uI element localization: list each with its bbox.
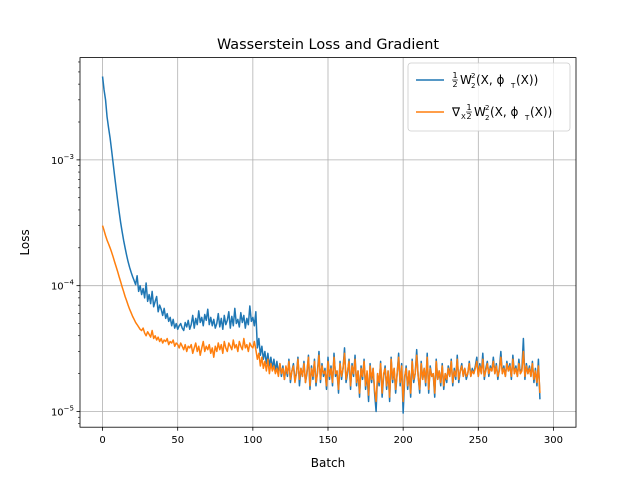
legend-text: 1	[466, 103, 471, 112]
x-tick-label: 150	[318, 435, 337, 446]
legend-text: T	[510, 82, 516, 90]
legend-text: (X))	[530, 105, 552, 119]
legend-text: (X, ϕ	[490, 105, 519, 119]
y-axis-label: Loss	[18, 229, 32, 255]
legend-text: 2	[485, 114, 489, 122]
legend-text: 2	[471, 82, 475, 90]
legend-label-1: ∇ X12 W 22 (X, ϕ T (X))	[451, 103, 552, 122]
y-tick-label: 10−4	[51, 279, 75, 293]
y-tick-base: 10	[51, 156, 64, 167]
legend-text: 1	[452, 71, 457, 80]
series-line-1	[101, 225, 541, 403]
x-tick-label: 0	[99, 435, 105, 446]
x-tick-label: 300	[544, 435, 563, 446]
y-tick-exponent: −4	[64, 279, 75, 287]
legend-text: W	[474, 105, 486, 119]
x-tick-label: 100	[243, 435, 262, 446]
legend-box	[407, 62, 571, 132]
y-tick-exponent: −3	[64, 153, 74, 161]
legend-text: W	[460, 73, 472, 87]
legend-text: ∇	[451, 105, 461, 119]
legend-text: 2	[471, 72, 475, 80]
x-tick-label: 200	[394, 435, 413, 446]
chart-title: Wasserstein Loss and Gradient	[217, 37, 439, 53]
series-layer	[101, 76, 541, 414]
legend-text: 2	[452, 80, 457, 89]
x-tick-label: 250	[469, 435, 488, 446]
y-tick-label: 10−5	[51, 404, 74, 418]
legend: 12 W 22 (X, ϕ T (X))∇ X12 W 22 (X, ϕ T (X))	[407, 62, 571, 132]
legend-text: (X, ϕ	[476, 73, 505, 87]
x-tick-label: 50	[171, 435, 184, 446]
legend-text: X	[461, 113, 466, 121]
y-tick-base: 10	[51, 407, 64, 418]
legend-text: 2	[485, 104, 489, 112]
legend-text: 2	[466, 112, 471, 121]
y-tick-base: 10	[51, 282, 64, 293]
legend-label-0: 12 W 22 (X, ϕ T (X))	[452, 71, 538, 90]
x-axis-label: Batch	[311, 456, 346, 470]
legend-text: T	[524, 114, 530, 122]
y-tick-exponent: −5	[64, 404, 74, 412]
y-tick-label: 10−3	[51, 153, 74, 167]
legend-text: (X))	[516, 73, 538, 87]
